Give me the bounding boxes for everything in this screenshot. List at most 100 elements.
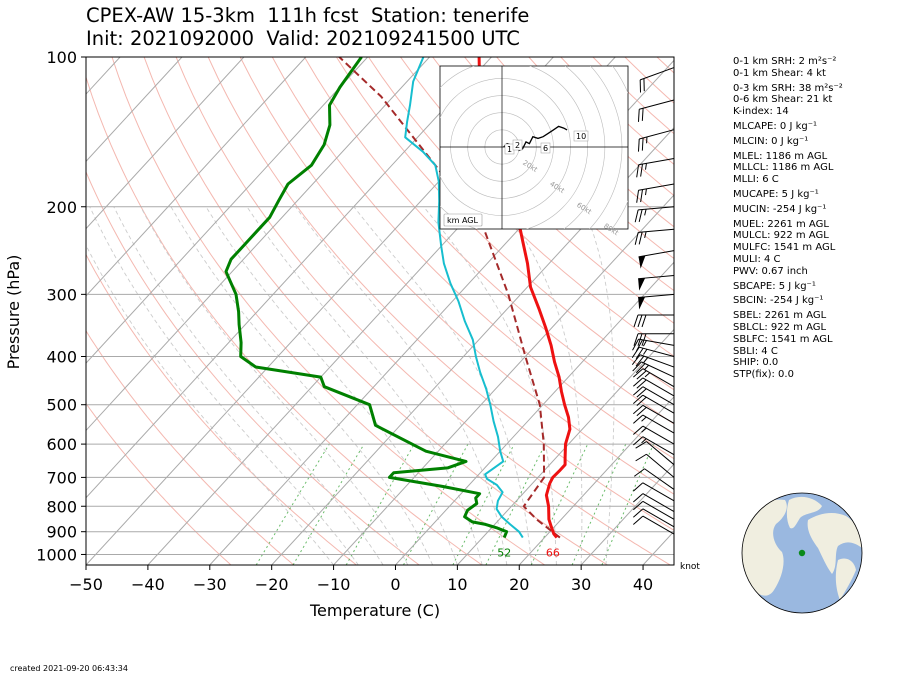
wetbulb-profile-line xyxy=(404,57,524,539)
wind-barb xyxy=(633,314,674,328)
moist-adiabat-line xyxy=(295,206,508,565)
index-line: PWV: 0.67 inch xyxy=(733,265,808,277)
wind-barb xyxy=(633,436,675,456)
index-line: 0-1 km Shear: 4 kt xyxy=(733,67,826,79)
index-line: SBCAPE: 5 J kg⁻¹ xyxy=(733,280,816,292)
hodograph-height-box xyxy=(512,139,523,151)
index-line: MULI: 4 C xyxy=(733,253,781,265)
wind-barb xyxy=(633,394,675,414)
surface-temperature-label: 66 xyxy=(546,547,560,560)
index-line: 0-1 km SRH: 2 m²s⁻² xyxy=(733,56,837,67)
y-axis-ticks: 100 200 300 400 500 600 700 800 900 1000 xyxy=(36,48,86,564)
globe-landmass xyxy=(807,513,862,574)
index-line: MLCAPE: 0 J kg⁻¹ xyxy=(733,120,818,132)
isotherm-line xyxy=(86,57,492,499)
globe-land xyxy=(742,496,862,600)
wind-barb xyxy=(634,228,675,245)
dry-adiabat-line xyxy=(239,57,674,495)
wind-barb xyxy=(633,508,675,528)
isotherm-line xyxy=(580,463,674,565)
wind-barb xyxy=(633,500,675,520)
parcel-profile-line xyxy=(337,57,561,539)
hodograph-legend-box xyxy=(443,213,483,227)
x-tick-label: 30 xyxy=(571,575,591,594)
index-line: SBLCL: 922 m AGL xyxy=(733,321,827,333)
index-line: MUEL: 2261 m AGL xyxy=(733,218,829,230)
x-tick-label: −30 xyxy=(193,575,227,594)
index-line: K-index: 14 xyxy=(733,106,789,118)
x-tick-label: −10 xyxy=(317,575,351,594)
x-tick-label: 40 xyxy=(633,575,653,594)
wind-barb xyxy=(639,67,675,93)
title-line-2: Init: 2021092000 Valid: 202109241500 UTC xyxy=(86,27,520,50)
mixing-ratio-line xyxy=(292,443,365,565)
hodograph-height-box xyxy=(540,142,551,154)
mixing-ratio-line xyxy=(571,443,627,565)
x-tick-label: −40 xyxy=(131,575,165,594)
isotherm-line xyxy=(271,126,674,565)
index-line: MLEL: 1186 m AGL xyxy=(733,150,828,162)
wind-barb xyxy=(633,368,675,388)
moist-adiabat-line xyxy=(205,206,458,565)
moist-adiabat-line xyxy=(140,206,409,565)
globe-landmass xyxy=(742,499,787,596)
wind-barb xyxy=(633,482,675,502)
dry-adiabat-line xyxy=(207,57,674,531)
isotherm-line xyxy=(86,57,307,297)
y-tick-label: 200 xyxy=(46,198,77,217)
isotherm-line xyxy=(395,261,674,565)
wind-barb xyxy=(638,250,675,269)
hodograph-height-label: 6 xyxy=(543,144,548,153)
x-tick-label: 10 xyxy=(447,575,467,594)
y-tick-label: 900 xyxy=(46,523,77,542)
moist-adiabat-line xyxy=(503,206,583,565)
index-line: MULFC: 1541 m AGL xyxy=(733,242,836,254)
wind-barb xyxy=(637,129,675,152)
y-tick-label: 700 xyxy=(46,468,77,487)
globe-landmass xyxy=(835,558,856,600)
index-line: SBLI: 4 C xyxy=(733,345,778,357)
index-line: 0-3 km SRH: 38 m²s⁻² xyxy=(733,82,843,94)
dry-adiabat-line xyxy=(368,57,674,357)
wind-barb xyxy=(637,99,675,122)
created-timestamp: created 2021-09-20 06:43:34 xyxy=(10,664,128,673)
index-line: STP(fix): 0.0 xyxy=(733,369,794,381)
mixing-ratio-line xyxy=(452,443,515,565)
isotherm-line xyxy=(86,57,369,364)
hodograph-height-label: 2 xyxy=(515,141,520,150)
y-tick-label: 600 xyxy=(46,435,77,454)
index-line: SBLFC: 1541 m AGL xyxy=(733,333,833,345)
dry-adiabat-line xyxy=(303,57,674,425)
location-globe xyxy=(741,492,863,614)
index-line: 0-6 km Shear: 21 kt xyxy=(733,94,833,106)
globe-landmass xyxy=(786,496,822,529)
index-line: SBEL: 2261 m AGL xyxy=(733,310,827,322)
y-tick-label: 100 xyxy=(46,48,77,67)
dewpoint-profile-line xyxy=(224,57,509,539)
index-line: MLLI: 6 C xyxy=(733,174,779,186)
hodograph-height-label: 1 xyxy=(507,145,512,154)
dry-adiabat-line xyxy=(111,57,545,565)
plot-frame xyxy=(85,56,675,566)
isotherm-line xyxy=(86,57,183,163)
wind-barb xyxy=(633,404,675,424)
mixing-ratio-line xyxy=(601,443,655,565)
wind-barb xyxy=(633,414,675,434)
wind-barb xyxy=(633,425,675,445)
wind-barbs xyxy=(631,67,675,535)
wind-barb xyxy=(631,346,675,360)
wind-barb xyxy=(634,468,675,490)
dry-adiabat-line xyxy=(335,57,674,391)
x-tick-label: −50 xyxy=(69,575,103,594)
wind-barb xyxy=(633,377,675,397)
wind-unit-label: knot xyxy=(680,562,700,572)
mixing-ratio-line xyxy=(485,443,546,565)
y-axis-label: Pressure (hPa) xyxy=(4,255,23,370)
dry-adiabat-line xyxy=(400,57,674,324)
x-tick-label: −20 xyxy=(255,575,289,594)
x-axis-ticks: −50 −40 −30 −20 −10 0 10 20 30 40 xyxy=(69,565,653,594)
y-tick-label: 1000 xyxy=(36,545,77,564)
dry-adiabat-line xyxy=(432,57,674,292)
